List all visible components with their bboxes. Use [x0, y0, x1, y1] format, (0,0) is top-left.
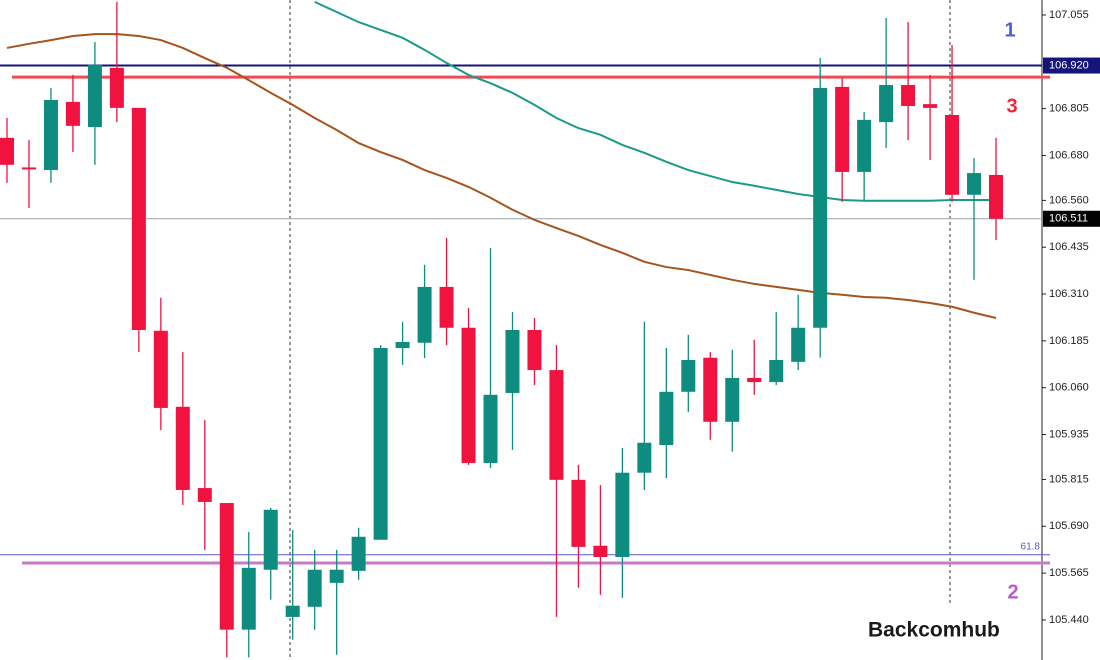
y-tick-label: 106.060 — [1049, 382, 1089, 394]
candle-body — [571, 479, 586, 547]
candle-body — [769, 359, 784, 383]
y-tick-label: 105.440 — [1049, 614, 1089, 626]
watermark: Backcomhub — [868, 619, 1000, 642]
candle-body — [43, 100, 58, 171]
moving-average — [6, 33, 997, 319]
annotation: 1 — [1004, 19, 1015, 41]
candle-body — [637, 442, 652, 473]
candle-body — [923, 104, 938, 108]
candle-body — [813, 88, 828, 328]
candle-body — [0, 137, 14, 165]
y-tick-label: 106.310 — [1049, 288, 1089, 300]
moving-average — [314, 0, 996, 202]
candle-body — [615, 472, 630, 557]
y-tick-label: 106.680 — [1049, 149, 1089, 161]
candle-body — [747, 377, 762, 383]
candle-body — [417, 286, 432, 343]
candle-body — [989, 174, 1003, 219]
candle-body — [351, 536, 366, 571]
candle-body — [373, 347, 388, 540]
candle-body — [307, 569, 322, 607]
y-tick-label: 106.435 — [1049, 241, 1089, 253]
candle-body — [219, 503, 234, 630]
candle-body — [241, 567, 256, 630]
price-label-box — [1043, 57, 1100, 74]
annotation: 2 — [1007, 581, 1018, 603]
candle-body — [835, 86, 850, 172]
candle-body — [967, 173, 982, 195]
candle-body — [593, 545, 608, 557]
y-tick-label: 105.565 — [1049, 567, 1089, 579]
candle-body — [527, 330, 542, 371]
candle-body — [21, 167, 36, 170]
candle-body — [945, 114, 960, 195]
candle-body — [461, 327, 476, 463]
y-tick-label: 106.185 — [1049, 335, 1089, 347]
y-tick-label: 106.560 — [1049, 194, 1089, 206]
fib-label: 61.8 — [1021, 541, 1041, 552]
candle-body — [901, 85, 916, 107]
candle-body — [65, 101, 80, 126]
price-label-box — [1043, 210, 1100, 227]
candle-body — [263, 509, 278, 570]
price-label: 106.511 — [1049, 213, 1088, 225]
candle-body — [483, 394, 498, 463]
candle-body — [285, 605, 300, 617]
candle-body — [549, 370, 564, 480]
y-tick-label: 106.805 — [1049, 103, 1089, 115]
watermark-bg — [862, 614, 1022, 646]
candle-body — [791, 327, 806, 362]
y-tick-label: 105.690 — [1049, 520, 1089, 532]
candle-body — [725, 377, 740, 422]
candle-body — [505, 330, 520, 393]
candle-body — [329, 569, 344, 583]
candle-body — [109, 67, 124, 108]
y-tick-label: 105.935 — [1049, 428, 1089, 440]
candle-body — [131, 107, 146, 330]
candle-body — [703, 357, 718, 422]
candle-body — [879, 85, 894, 123]
candle-body — [857, 119, 872, 172]
candle-body — [87, 64, 102, 127]
candle-body — [681, 359, 696, 392]
annotation: 3 — [1006, 95, 1017, 117]
candle-body — [197, 488, 212, 502]
y-tick-label: 105.815 — [1049, 473, 1089, 485]
price-label: 106.920 — [1049, 59, 1089, 71]
candle-body — [395, 341, 410, 348]
candle-body — [175, 406, 190, 490]
candle-body — [659, 391, 674, 445]
candle-body — [439, 286, 454, 328]
candle-body — [153, 330, 168, 408]
y-tick-label: 107.055 — [1049, 9, 1089, 21]
